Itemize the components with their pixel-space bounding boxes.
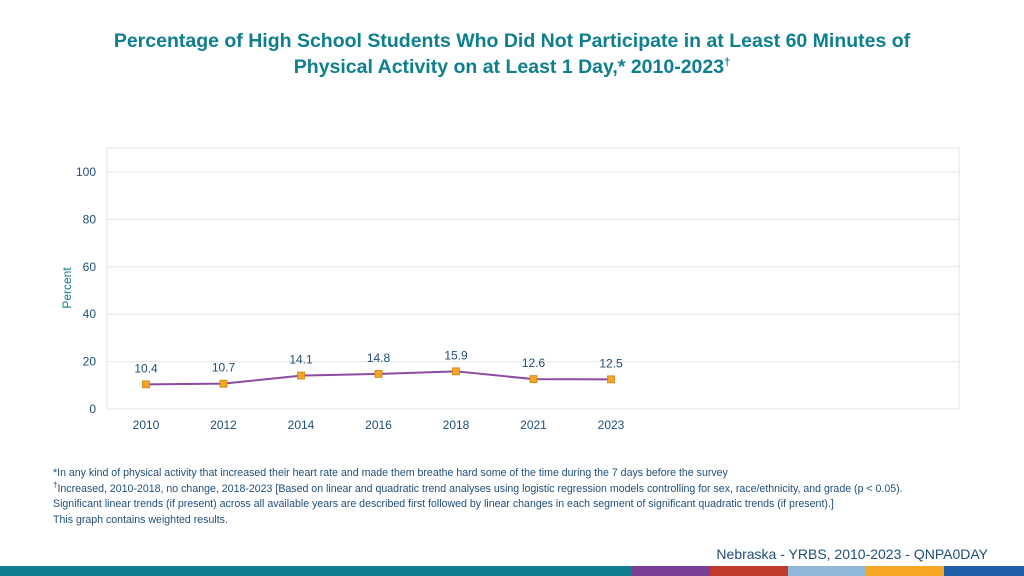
bottom-color-bar — [0, 566, 1024, 576]
footnote-2-dagger: † — [53, 479, 58, 489]
chart-title-line2-text: Physical Activity on at Least 1 Day,* 20… — [293, 56, 725, 78]
y-tick-label: 100 — [76, 165, 96, 179]
y-tick-label: 40 — [83, 307, 97, 321]
chart-title-dagger: † — [724, 56, 731, 69]
x-tick-label: 2014 — [288, 418, 315, 432]
x-tick-label: 2016 — [365, 418, 392, 432]
data-point — [297, 371, 305, 380]
y-tick-label: 60 — [83, 260, 97, 274]
data-series — [142, 367, 615, 389]
data-point — [607, 375, 615, 384]
bottom-bar-segment — [788, 566, 866, 576]
chart-title: Percentage of High School Students Who D… — [40, 28, 984, 80]
y-axis-tick-labels: 0 20 40 60 80 100 — [76, 165, 96, 416]
data-label: 10.7 — [212, 361, 236, 375]
source-label: Nebraska - YRBS, 2010-2023 - QNPA0DAY — [716, 546, 988, 562]
data-label: 15.9 — [444, 348, 468, 362]
data-point — [529, 375, 538, 384]
data-label: 12.5 — [599, 356, 623, 370]
x-tick-label: 2012 — [210, 418, 237, 432]
data-labels: 10.4 10.7 14.1 14.8 15.9 12.6 12.5 — [134, 348, 623, 375]
footnote-2-text: Increased, 2010-2018, no change, 2018-20… — [53, 482, 903, 511]
x-axis-tick-labels: 2010 2012 2014 2016 2018 2021 2023 — [133, 418, 625, 432]
data-label: 10.4 — [134, 361, 158, 375]
y-tick-label: 20 — [83, 355, 97, 369]
bottom-bar-segment — [632, 566, 710, 576]
bottom-bar-segment — [866, 566, 944, 576]
chart-title-line1: Percentage of High School Students Who D… — [113, 30, 911, 52]
footnote-2: †Increased, 2010-2018, no change, 2018-2… — [53, 479, 953, 513]
bottom-bar-segment — [944, 566, 1024, 576]
x-tick-label: 2018 — [443, 418, 470, 432]
gridlines — [107, 171, 959, 363]
x-tick-label: 2023 — [598, 418, 625, 432]
x-tick-label: 2010 — [133, 418, 160, 432]
plot-area — [106, 147, 960, 410]
data-point — [452, 367, 460, 376]
bottom-bar-segment — [0, 566, 632, 576]
footnote-3: This graph contains weighted results. — [53, 513, 228, 526]
footnotes: *In any kind of physical activity that i… — [53, 466, 953, 528]
y-axis-label: Percent — [60, 267, 74, 309]
y-tick-label: 80 — [83, 212, 97, 226]
data-label: 14.8 — [367, 351, 391, 365]
data-label: 14.1 — [289, 353, 313, 367]
y-tick-label: 0 — [89, 402, 96, 416]
data-label: 12.6 — [522, 356, 546, 370]
x-tick-label: 2021 — [520, 418, 547, 432]
data-point — [219, 379, 228, 388]
chart-title-line2: Physical Activity on at Least 1 Day,* 20… — [40, 54, 984, 80]
data-point — [142, 380, 150, 389]
footnote-1: *In any kind of physical activity that i… — [53, 467, 728, 479]
data-point — [374, 370, 383, 378]
bottom-bar-segment — [710, 566, 788, 576]
